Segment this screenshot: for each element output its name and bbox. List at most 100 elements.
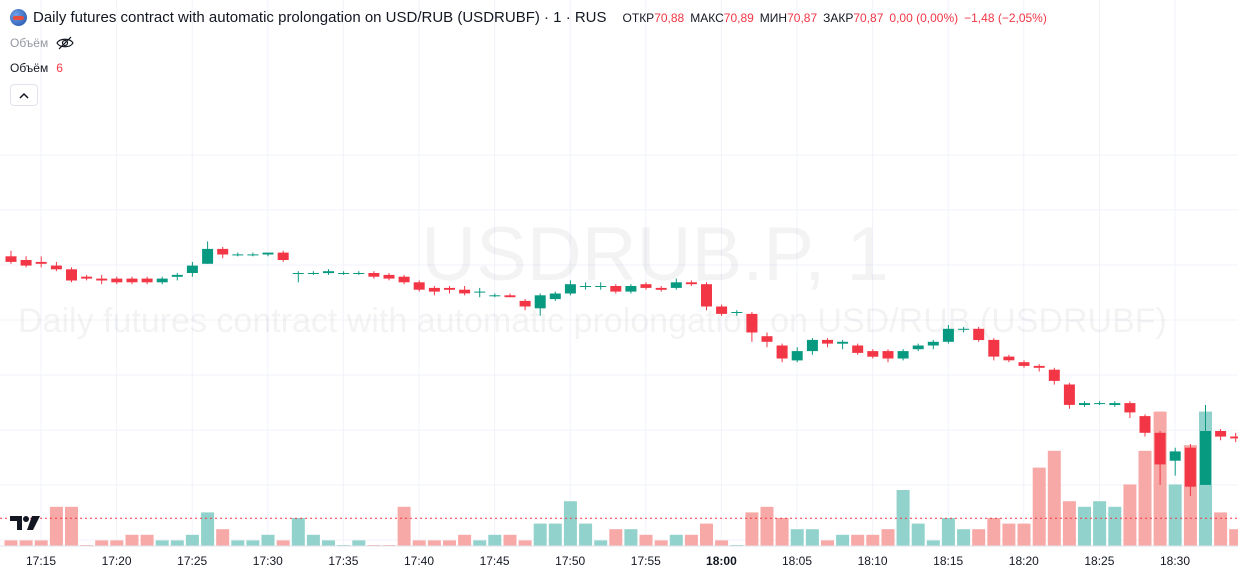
candle[interactable] xyxy=(1109,401,1121,407)
candle[interactable] xyxy=(202,241,214,264)
candle[interactable] xyxy=(534,293,546,316)
candle[interactable] xyxy=(1139,414,1151,437)
candle[interactable] xyxy=(459,286,471,296)
candle[interactable] xyxy=(307,271,319,275)
candle[interactable] xyxy=(1003,354,1015,363)
symbol-legend[interactable]: Daily futures contract with automatic pr… xyxy=(10,9,1047,26)
candle[interactable] xyxy=(1048,367,1060,385)
candle[interactable] xyxy=(897,349,909,361)
candle[interactable] xyxy=(1079,401,1090,407)
hidden-volume-legend[interactable]: Объём xyxy=(10,36,74,50)
candle[interactable] xyxy=(564,280,576,296)
candle-body xyxy=(731,312,743,313)
candle[interactable] xyxy=(96,274,108,285)
candle[interactable] xyxy=(655,286,667,292)
candle-body xyxy=(595,286,607,287)
candle[interactable] xyxy=(383,273,395,281)
candle[interactable] xyxy=(1094,401,1106,405)
candle[interactable] xyxy=(368,271,380,279)
candle[interactable] xyxy=(413,280,425,292)
candle[interactable] xyxy=(81,274,93,281)
candle[interactable] xyxy=(912,343,924,352)
candle[interactable] xyxy=(262,252,274,257)
volume-bar xyxy=(1017,523,1031,546)
candle[interactable] xyxy=(1215,429,1227,441)
candle[interactable] xyxy=(746,312,758,342)
candle[interactable] xyxy=(610,284,622,294)
candle[interactable] xyxy=(66,267,77,283)
candle[interactable] xyxy=(171,273,183,281)
candle[interactable] xyxy=(1018,360,1030,368)
candle[interactable] xyxy=(292,271,304,283)
candle[interactable] xyxy=(806,338,818,355)
candle[interactable] xyxy=(1124,401,1136,418)
candle[interactable] xyxy=(111,276,123,285)
candle[interactable] xyxy=(670,278,682,290)
candle[interactable] xyxy=(927,339,939,350)
candle[interactable] xyxy=(35,256,47,268)
candle[interactable] xyxy=(353,271,365,275)
candle[interactable] xyxy=(776,343,788,363)
candle[interactable] xyxy=(973,326,985,342)
candle[interactable] xyxy=(685,280,697,286)
candle[interactable] xyxy=(822,338,833,348)
candle[interactable] xyxy=(1184,444,1196,496)
candle[interactable] xyxy=(958,326,970,333)
candle[interactable] xyxy=(1033,364,1045,372)
candle[interactable] xyxy=(595,282,607,290)
candle[interactable] xyxy=(1063,382,1075,409)
candle[interactable] xyxy=(1230,432,1238,443)
volume-legend[interactable]: Объём 6 xyxy=(10,61,63,75)
candle-body xyxy=(942,328,954,342)
candle[interactable] xyxy=(20,256,32,268)
candle[interactable] xyxy=(398,274,410,285)
candle[interactable] xyxy=(791,347,803,363)
candle-body xyxy=(822,339,833,344)
candle-body xyxy=(1169,451,1181,461)
candle[interactable] xyxy=(837,339,849,350)
candle[interactable] xyxy=(5,250,17,264)
candle[interactable] xyxy=(716,304,728,316)
candle[interactable] xyxy=(428,286,440,296)
candle[interactable] xyxy=(504,293,516,298)
candle[interactable] xyxy=(701,282,712,311)
candle[interactable] xyxy=(988,338,1000,361)
candle-body xyxy=(459,289,471,294)
candle[interactable] xyxy=(232,252,244,257)
candle[interactable] xyxy=(247,252,259,257)
candle[interactable] xyxy=(640,282,652,290)
candle[interactable] xyxy=(625,284,637,294)
candle[interactable] xyxy=(50,261,62,272)
candle[interactable] xyxy=(942,325,954,344)
tradingview-logo-icon[interactable] xyxy=(10,514,44,537)
eye-off-icon[interactable] xyxy=(56,36,74,50)
candle[interactable] xyxy=(186,261,198,277)
candle[interactable] xyxy=(731,310,743,316)
candle[interactable] xyxy=(761,332,773,348)
candle[interactable] xyxy=(489,293,501,298)
candle[interactable] xyxy=(277,250,289,262)
candle[interactable] xyxy=(519,299,531,311)
candle-body xyxy=(1079,403,1090,405)
candle[interactable] xyxy=(1169,447,1181,476)
candle[interactable] xyxy=(852,343,864,355)
candle[interactable] xyxy=(126,276,138,285)
candle[interactable] xyxy=(156,276,168,285)
candle-body xyxy=(20,260,32,266)
candle[interactable] xyxy=(141,276,153,285)
candle[interactable] xyxy=(444,286,455,294)
candle[interactable] xyxy=(474,287,486,298)
candle[interactable] xyxy=(549,291,561,301)
candle[interactable] xyxy=(1154,431,1166,485)
candle[interactable] xyxy=(882,349,894,363)
candle[interactable] xyxy=(580,282,592,290)
candle-body xyxy=(670,282,682,288)
candle[interactable] xyxy=(338,271,350,275)
collapse-legend-button[interactable] xyxy=(10,84,38,106)
candle[interactable] xyxy=(323,269,334,275)
symbol-title[interactable]: Daily futures contract with automatic pr… xyxy=(33,9,607,26)
candle[interactable] xyxy=(217,247,229,259)
candle[interactable] xyxy=(1200,405,1211,485)
candle[interactable] xyxy=(867,349,879,359)
